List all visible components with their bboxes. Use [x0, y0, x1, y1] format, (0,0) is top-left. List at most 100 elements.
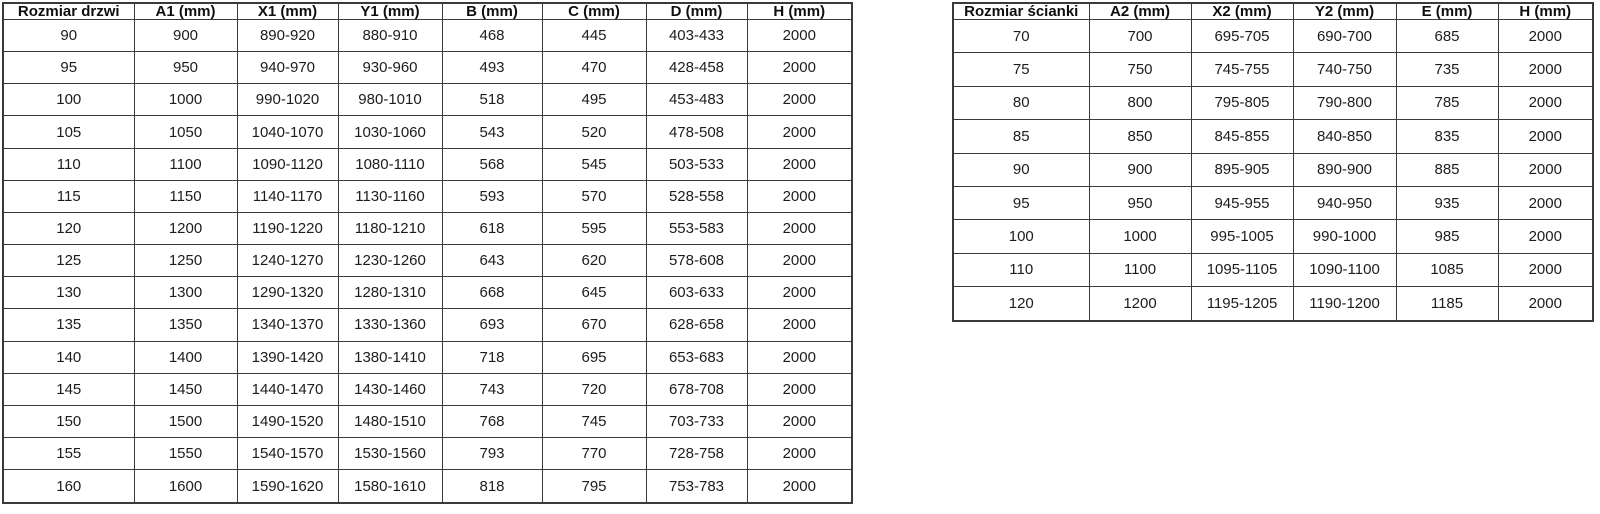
table-cell: 110 [2, 147, 135, 181]
table-row: 120 1200 1195-1205 1190-1200 1185 2000 [952, 286, 1594, 322]
table-cell: 693 [441, 308, 543, 342]
table-cell: 1180-1210 [337, 211, 443, 246]
table-cell: 1250 [133, 244, 238, 278]
table-cell: 75 [952, 52, 1090, 87]
table-cell: 100 [952, 219, 1090, 254]
table-cell: 1580-1610 [337, 469, 443, 504]
table-cell: 120 [952, 286, 1090, 322]
table-cell: 150 [2, 404, 135, 439]
table-cell: 160 [2, 469, 135, 504]
table-cell: 885 [1395, 152, 1499, 187]
table-cell: 995-1005 [1190, 219, 1294, 254]
table-cell: 1400 [133, 340, 238, 374]
table-cell: 653-683 [645, 340, 748, 374]
table-cell: 628-658 [645, 308, 748, 342]
table-cell: 935 [1395, 185, 1499, 221]
table-cell: 720 [541, 372, 647, 406]
table-cell: 603-633 [645, 276, 748, 310]
table-cell: 1590-1620 [236, 469, 339, 504]
table-cell: 845-855 [1190, 119, 1294, 154]
table-cell: 1195-1205 [1190, 286, 1294, 322]
table-cell: 1600 [133, 469, 238, 504]
table-row: 110 1100 1090-1120 1080-1110 568 545 503-533 20… [2, 147, 853, 181]
table-cell: 2000 [1497, 252, 1594, 288]
table-cell: 2000 [746, 115, 853, 149]
table-cell: 890-920 [236, 18, 339, 53]
table-cell: 2000 [1497, 286, 1594, 322]
table-cell: 1340-1370 [236, 308, 339, 342]
table-row: 145 1450 1440-1470 1430-1460 743 720 678-708 20… [2, 372, 853, 406]
table-cell: 453-483 [645, 83, 748, 117]
column-header: A2 (mm) [1088, 2, 1192, 20]
table-cell: 90 [952, 152, 1090, 187]
table-cell: 770 [541, 437, 647, 471]
table-cell: 1300 [133, 276, 238, 310]
column-header: D (mm) [645, 2, 748, 20]
table-cell: 1480-1510 [337, 404, 443, 439]
table-cell: 1100 [1088, 252, 1192, 288]
table-cell: 1150 [133, 179, 238, 213]
table-cell: 2000 [746, 147, 853, 181]
column-header: H (mm) [1497, 2, 1594, 20]
table-cell: 840-850 [1292, 119, 1397, 154]
table-cell: 940-970 [236, 51, 339, 85]
table-cell: 1530-1560 [337, 437, 443, 471]
table-cell: 790-800 [1292, 85, 1397, 121]
table-row: 105 1050 1040-1070 1030-1060 543 520 478-508 20… [2, 115, 853, 149]
table-cell: 2000 [1497, 52, 1594, 87]
table-cell: 703-733 [645, 404, 748, 439]
table-cell: 568 [441, 147, 543, 181]
table-cell: 2000 [746, 83, 853, 117]
table-row: 125 1250 1240-1270 1230-1260 643 620 578-608 20… [2, 244, 853, 278]
table-cell: 495 [541, 83, 647, 117]
table-cell: 1330-1360 [337, 308, 443, 342]
table-cell: 110 [952, 252, 1090, 288]
table-cell: 950 [1088, 185, 1192, 221]
table-row: 135 1350 1340-1370 1330-1360 693 670 628-658 20… [2, 308, 853, 342]
table-cell: 2000 [746, 340, 853, 374]
table-cell: 95 [2, 51, 135, 85]
column-header: E (mm) [1395, 2, 1499, 20]
table-cell: 578-608 [645, 244, 748, 278]
table-cell: 545 [541, 147, 647, 181]
table-cell: 478-508 [645, 115, 748, 149]
table-cell: 135 [2, 308, 135, 342]
table-cell: 670 [541, 308, 647, 342]
column-header: A1 (mm) [133, 2, 238, 20]
table-cell: 1240-1270 [236, 244, 339, 278]
table-cell: 990-1000 [1292, 219, 1397, 254]
table-cell: 2000 [746, 437, 853, 471]
table-cell: 493 [441, 51, 543, 85]
column-header: Rozmiar ścianki [952, 2, 1090, 20]
table-cell: 695 [541, 340, 647, 374]
table-cell: 668 [441, 276, 543, 310]
table-cell: 470 [541, 51, 647, 85]
table-cell: 768 [441, 404, 543, 439]
table-row: 100 1000 995-1005 990-1000 985 2000 [952, 219, 1594, 254]
table-cell: 520 [541, 115, 647, 149]
table-cell: 115 [2, 179, 135, 213]
header-row: Rozmiar ścianki A2 (mm) X2 (mm) Y2 (mm) E (m… [952, 2, 1594, 20]
table-cell: 125 [2, 244, 135, 278]
door-table-header: Rozmiar drzwi A1 (mm) X1 (mm) Y1 (mm) B (mm)… [2, 2, 853, 20]
table-cell: 618 [441, 211, 543, 246]
table-cell: 940-950 [1292, 185, 1397, 221]
table-cell: 95 [952, 185, 1090, 221]
table-cell: 105 [2, 115, 135, 149]
table-cell: 70 [952, 18, 1090, 54]
table-cell: 728-758 [645, 437, 748, 471]
table-cell: 1500 [133, 404, 238, 439]
table-cell: 880-910 [337, 18, 443, 53]
table-cell: 2000 [1497, 18, 1594, 54]
table-cell: 1380-1410 [337, 340, 443, 374]
table-cell: 678-708 [645, 372, 748, 406]
table-cell: 1280-1310 [337, 276, 443, 310]
table-cell: 1090-1120 [236, 147, 339, 181]
column-header: H (mm) [746, 2, 853, 20]
table-cell: 700 [1088, 18, 1192, 54]
table-cell: 595 [541, 211, 647, 246]
table-cell: 793 [441, 437, 543, 471]
table-cell: 2000 [746, 372, 853, 406]
table-cell: 1350 [133, 308, 238, 342]
table-cell: 445 [541, 18, 647, 53]
